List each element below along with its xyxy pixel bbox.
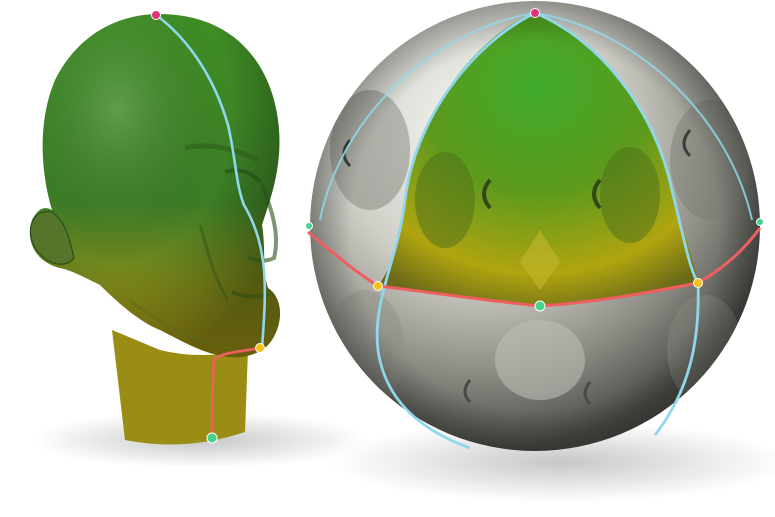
- sphere-rim-shade: [310, 1, 760, 451]
- sphere-right-equator-marker: [693, 278, 703, 288]
- sphere-blue-seam-left: [375, 11, 536, 450]
- sphere-right-edge-marker: [756, 218, 764, 226]
- sphere-top-marker: [530, 8, 540, 18]
- head-ear: [29, 211, 75, 265]
- head-model: [29, 10, 281, 445]
- head-shading: [29, 13, 281, 358]
- sphere-left-edge-marker: [305, 222, 313, 230]
- head-chin-marker: [255, 343, 265, 353]
- head-neck-marker: [206, 432, 218, 444]
- head-cheek-fold: [198, 224, 230, 301]
- head-jaw: [129, 298, 241, 352]
- head-brow: [184, 143, 260, 163]
- sphere-shadow: [330, 422, 775, 502]
- head-blue-seam: [155, 13, 267, 349]
- sphere-left-equator-marker: [373, 281, 383, 291]
- head-red-seam: [210, 346, 261, 439]
- head-top-marker: [151, 10, 161, 20]
- sphere-blue-seam-right: [534, 11, 700, 436]
- sphere-front-equator-marker: [534, 300, 546, 312]
- head-nose: [246, 184, 279, 263]
- sphere-model: [305, 1, 764, 451]
- head-eye-socket: [224, 168, 262, 184]
